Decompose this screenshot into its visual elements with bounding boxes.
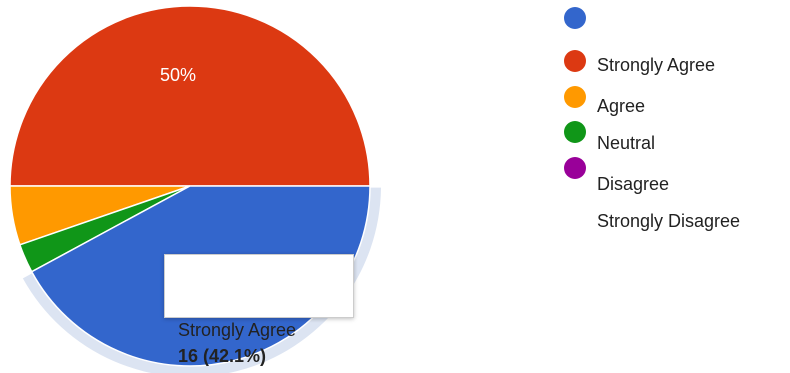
- legend-label-strongly-agree[interactable]: Strongly Agree: [597, 55, 716, 75]
- legend-label-agree[interactable]: Agree: [597, 96, 646, 116]
- tooltip-box: [164, 254, 354, 318]
- tooltip-label: Strongly Agree: [178, 320, 297, 340]
- pie-slice-strongly-agree[interactable]: [9, 5, 371, 187]
- legend-label-neutral[interactable]: Neutral: [597, 133, 656, 153]
- legend-label-disagree[interactable]: Disagree: [597, 174, 670, 194]
- tooltip-value: 16 (42.1%): [178, 346, 267, 366]
- slice-label-strongly-agree: 50%: [160, 65, 196, 85]
- legend-label-strongly-disagree[interactable]: Strongly Disagree: [597, 211, 741, 231]
